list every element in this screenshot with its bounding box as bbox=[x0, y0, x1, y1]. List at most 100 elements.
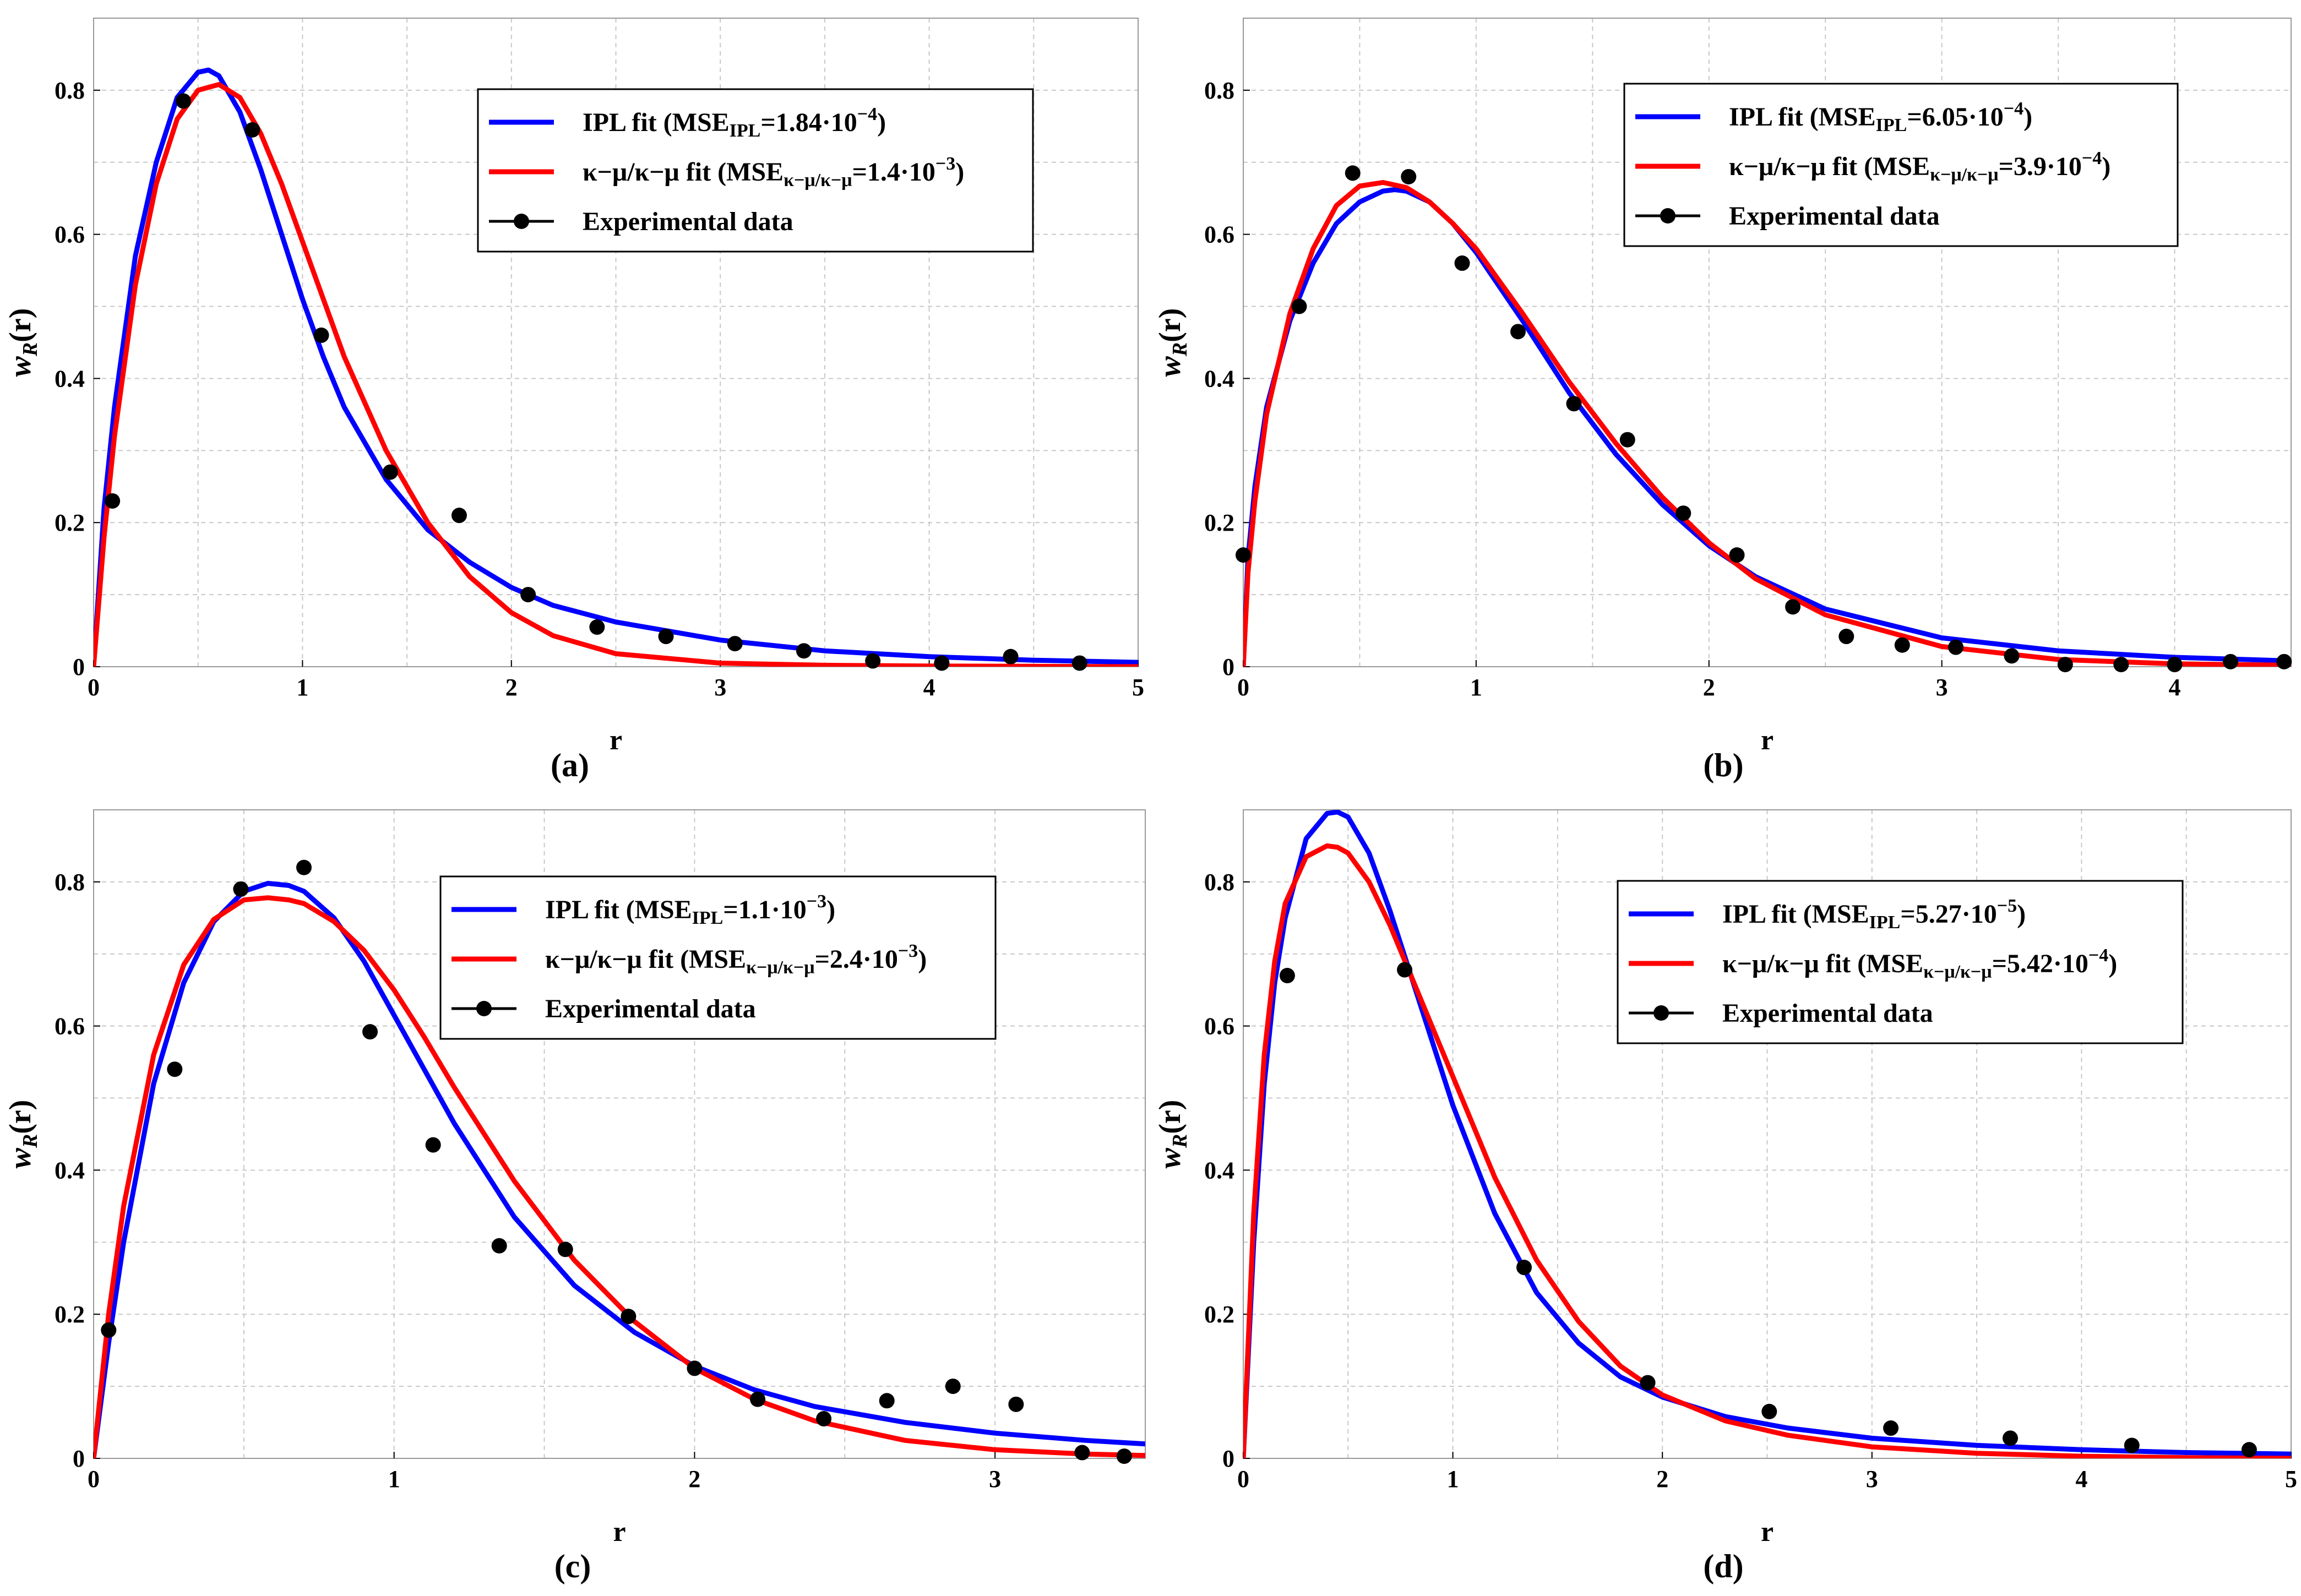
data-point bbox=[425, 1137, 441, 1153]
data-point bbox=[1883, 1420, 1899, 1436]
x-axis-label: r bbox=[1761, 1516, 1774, 1548]
legend-swatch-data-point bbox=[1653, 1005, 1669, 1021]
curves bbox=[94, 67, 1138, 667]
data-point bbox=[750, 1391, 766, 1407]
data-point bbox=[557, 1241, 573, 1257]
data-point bbox=[1236, 547, 1251, 563]
legend-kmu-sup: −4 bbox=[2088, 945, 2108, 966]
y-tick-label: 0.6 bbox=[1204, 1013, 1234, 1040]
legend-kmu-text: κ−μ/κ−μ fit (MSE bbox=[583, 157, 784, 187]
y-axis-label: wR(r) bbox=[3, 1100, 42, 1169]
legend-entry-ipl: IPL fit (MSEIPL=1.84·10−4) bbox=[583, 104, 886, 141]
legend-kmu-sup: −3 bbox=[935, 154, 955, 174]
x-tick-label: 4 bbox=[2075, 1466, 2087, 1492]
panel-d: 0 1 2 3 4 5 0 0.2 0.4 0.6 0.8 r wR(r) IPL fit (MSEIPL… bbox=[1153, 809, 2297, 1584]
experimental-points bbox=[1279, 962, 2257, 1458]
y-label-sub: R bbox=[19, 342, 42, 357]
data-point bbox=[1401, 168, 1417, 184]
legend-kmu-tail: ) bbox=[2102, 152, 2110, 181]
x-tick-label: 2 bbox=[688, 1466, 700, 1492]
x-tick-label: 1 bbox=[388, 1466, 400, 1492]
legend-kmu-mid: =2.4·10 bbox=[815, 945, 898, 974]
y-axis-label: wR(r) bbox=[1153, 308, 1192, 377]
data-point bbox=[1948, 639, 1964, 655]
data-point bbox=[1003, 649, 1019, 664]
y-tick-label: 0.8 bbox=[55, 869, 85, 896]
y-label-tail: (r) bbox=[3, 308, 37, 342]
legend-entry-ipl: IPL fit (MSEIPL=6.05·10−4) bbox=[1729, 99, 2032, 135]
data-point bbox=[2113, 657, 2129, 673]
data-point bbox=[1291, 298, 1307, 314]
data-point bbox=[2057, 657, 2073, 673]
ipl-fit-curve bbox=[1243, 810, 2291, 1458]
data-point bbox=[451, 508, 467, 524]
data-point bbox=[589, 619, 605, 635]
y-tick-label: 0 bbox=[73, 653, 85, 680]
data-point bbox=[2004, 648, 2020, 664]
legend: IPL fit (MSEIPL=1.84·10−4) κ−μ/κ−μ fit (M… bbox=[477, 88, 1034, 253]
legend-ipl-mid: =1.84·10 bbox=[760, 108, 857, 137]
data-point bbox=[382, 464, 398, 480]
x-tick-label: 4 bbox=[923, 674, 935, 701]
data-point bbox=[816, 1411, 832, 1427]
data-point bbox=[520, 587, 536, 603]
legend-swatch-data-point bbox=[514, 214, 529, 229]
legend-swatch-data-point bbox=[476, 1001, 492, 1016]
y-label-sub: R bbox=[1168, 1134, 1192, 1148]
legend-kmu-sub: κ−μ/κ−μ bbox=[746, 957, 815, 978]
y-tick-label: 0.8 bbox=[55, 77, 85, 104]
legend-ipl-sub: IPL bbox=[692, 908, 724, 928]
y-tick-label: 0.4 bbox=[1204, 365, 1234, 392]
legend-kmu-sub: κ−μ/κ−μ bbox=[1923, 962, 1992, 982]
data-point bbox=[621, 1309, 637, 1325]
panel-caption: (a) bbox=[551, 747, 589, 783]
data-point bbox=[296, 859, 312, 875]
x-tick-label: 1 bbox=[296, 674, 308, 701]
legend-ipl-mid: =5.27·10 bbox=[1900, 900, 1997, 929]
y-label-main: w bbox=[1153, 1147, 1187, 1168]
y-tick-label: 0 bbox=[1222, 653, 1234, 680]
y-tick-label: 0.8 bbox=[1204, 869, 1234, 896]
data-point bbox=[1074, 1445, 1090, 1461]
y-tick-label: 0 bbox=[1222, 1445, 1234, 1472]
data-point bbox=[1279, 968, 1295, 984]
legend-kmu-tail: ) bbox=[2108, 949, 2117, 978]
data-point bbox=[101, 1322, 117, 1338]
legend-kmu-text: κ−μ/κ−μ fit (MSE bbox=[1729, 152, 1930, 181]
legend-box bbox=[1617, 880, 2184, 1044]
x-tick-label: 3 bbox=[989, 1466, 1001, 1492]
legend-entry-ipl: IPL fit (MSEIPL=5.27·10−5) bbox=[1722, 896, 2026, 933]
legend-swatch-data-point bbox=[1660, 208, 1676, 224]
data-point bbox=[1397, 962, 1413, 978]
data-point bbox=[1785, 599, 1801, 615]
panel-caption: (c) bbox=[554, 1548, 591, 1584]
data-point bbox=[176, 93, 192, 109]
y-tick-label: 0.4 bbox=[55, 365, 85, 392]
legend-kmu-tail: ) bbox=[955, 157, 964, 187]
ipl-fit-curve bbox=[94, 67, 1138, 667]
data-point bbox=[658, 629, 674, 645]
x-tick-label: 3 bbox=[714, 674, 726, 701]
data-point bbox=[105, 493, 121, 509]
y-tick-label: 0.6 bbox=[1204, 221, 1234, 248]
data-point bbox=[1008, 1396, 1024, 1412]
legend-kmu-text: κ−μ/κ−μ fit (MSE bbox=[1722, 949, 1923, 978]
data-point bbox=[233, 881, 249, 897]
data-point bbox=[796, 643, 812, 659]
data-point bbox=[1676, 505, 1691, 521]
y-label-main: w bbox=[3, 1147, 37, 1168]
x-tick-label: 5 bbox=[1132, 674, 1144, 701]
y-axis-label: wR(r) bbox=[3, 308, 42, 377]
curves bbox=[94, 881, 1145, 1458]
legend-entry-kmu: κ−μ/κ−μ fit (MSEκ−μ/κ−μ=3.9·10−4) bbox=[1729, 148, 2110, 185]
legend-ipl-sup: −4 bbox=[2004, 99, 2023, 119]
data-point bbox=[1071, 655, 1087, 671]
legend: IPL fit (MSEIPL=5.27·10−5) κ−μ/κ−μ fit (M… bbox=[1617, 880, 2184, 1044]
experimental-points bbox=[101, 859, 1132, 1464]
data-point bbox=[1838, 629, 1854, 645]
y-tick-label: 0.2 bbox=[55, 1301, 85, 1328]
legend-kmu-text: κ−μ/κ−μ fit (MSE bbox=[545, 945, 746, 974]
x-axis-label: r bbox=[613, 1516, 625, 1548]
y-label-main: w bbox=[3, 356, 37, 377]
